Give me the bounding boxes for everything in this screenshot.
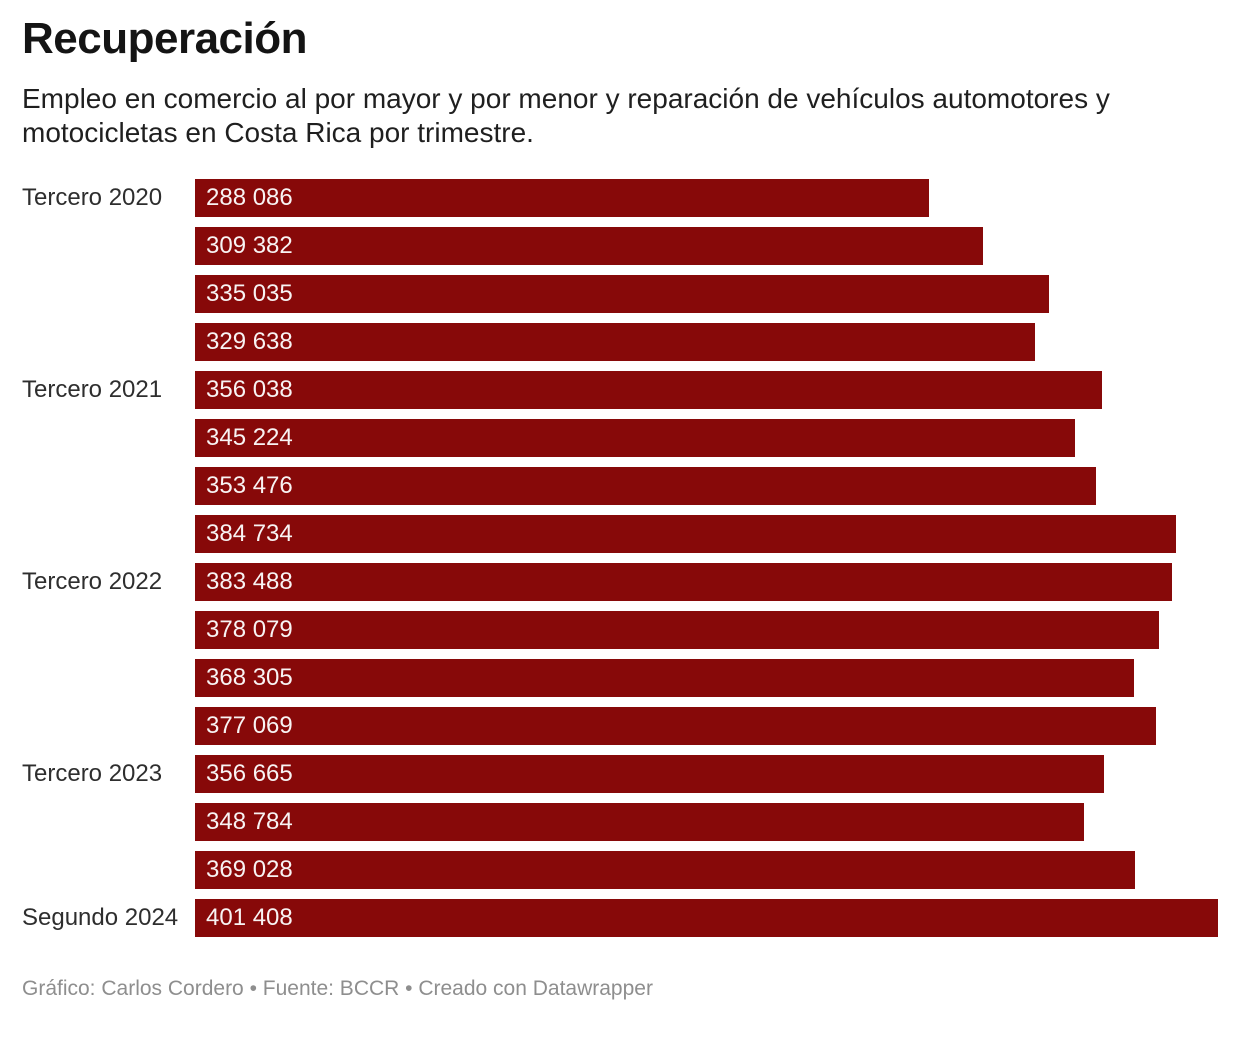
chart-row: 348 784 <box>22 802 1218 841</box>
bar-value-label: 356 038 <box>206 375 293 403</box>
chart-row: Tercero 2020 288 086 <box>22 178 1218 217</box>
category-label: Segundo 2024 <box>22 903 179 931</box>
bar-value-label: 383 488 <box>206 567 293 595</box>
category-label <box>22 803 195 841</box>
chart-row: 377 069 <box>22 706 1218 745</box>
bar: 377 069 <box>195 706 1156 745</box>
category-label <box>22 227 195 265</box>
bar-track: 377 069 <box>195 706 1218 745</box>
bar-value-label: 329 638 <box>206 327 293 355</box>
bar-value-label: 377 069 <box>206 711 293 739</box>
chart-row: Tercero 2023 356 665 <box>22 754 1218 793</box>
bar-value-label: 288 086 <box>206 183 293 211</box>
chart-row: 369 028 <box>22 850 1218 889</box>
category-label: Tercero 2021 <box>22 375 163 403</box>
bar: 329 638 <box>195 322 1036 361</box>
category-label: Tercero 2022 <box>22 567 163 595</box>
bar-value-label: 401 408 <box>206 903 293 931</box>
chart-row: 353 476 <box>22 466 1218 505</box>
bar-track: 329 638 <box>195 322 1218 361</box>
bar-value-label: 345 224 <box>206 423 293 451</box>
bar-value-label: 356 665 <box>206 759 293 787</box>
bar: 309 382 <box>195 226 984 265</box>
bar-track: 383 488 <box>195 562 1218 601</box>
chart-row: 378 079 <box>22 610 1218 649</box>
bar-track: 348 784 <box>195 802 1218 841</box>
category-label <box>22 275 195 313</box>
bar: 369 028 <box>195 850 1136 889</box>
category-label <box>22 851 195 889</box>
chart-row: 335 035 <box>22 274 1218 313</box>
bar-track: 309 382 <box>195 226 1218 265</box>
bar: 353 476 <box>195 466 1096 505</box>
category-label <box>22 611 195 649</box>
bar: 356 038 <box>195 370 1103 409</box>
bar: 345 224 <box>195 418 1075 457</box>
category-label <box>22 323 195 361</box>
chart-row: 368 305 <box>22 658 1218 697</box>
bar-track: 353 476 <box>195 466 1218 505</box>
chart-row: Segundo 2024 401 408 <box>22 898 1218 937</box>
bar: 356 665 <box>195 754 1104 793</box>
bar-value-label: 378 079 <box>206 615 293 643</box>
chart-row: 384 734 <box>22 514 1218 553</box>
bar: 368 305 <box>195 658 1134 697</box>
bar: 288 086 <box>195 178 930 217</box>
chart-row: 329 638 <box>22 322 1218 361</box>
category-label: Tercero 2023 <box>22 759 163 787</box>
bar-track: 356 665 <box>195 754 1218 793</box>
bar: 401 408 <box>195 898 1218 937</box>
bar: 348 784 <box>195 802 1084 841</box>
bar-chart: Tercero 2020 288 086 309 382 335 035 329… <box>22 178 1218 937</box>
bar-track: 335 035 <box>195 274 1218 313</box>
category-label <box>22 419 195 457</box>
chart-subtitle: Empleo en comercio al por mayor y por me… <box>22 82 1110 148</box>
bar-track: 369 028 <box>195 850 1218 889</box>
bar: 335 035 <box>195 274 1049 313</box>
category-label <box>22 659 195 697</box>
bar-track: 368 305 <box>195 658 1218 697</box>
bar-value-label: 384 734 <box>206 519 293 547</box>
chart-row: Tercero 2022 383 488 <box>22 562 1218 601</box>
chart-row: 345 224 <box>22 418 1218 457</box>
bar: 383 488 <box>195 562 1173 601</box>
category-label: Tercero 2020 <box>22 183 163 211</box>
bar-value-label: 348 784 <box>206 807 293 835</box>
chart-row: 309 382 <box>22 226 1218 265</box>
category-label <box>22 515 195 553</box>
bar-value-label: 335 035 <box>206 279 293 307</box>
bar-track: 345 224 <box>195 418 1218 457</box>
bar: 384 734 <box>195 514 1176 553</box>
bar-track: 288 086 <box>195 178 1218 217</box>
chart-title: Recuperación <box>22 14 307 63</box>
bar-value-label: 369 028 <box>206 855 293 883</box>
bar-track: 384 734 <box>195 514 1218 553</box>
chart-footer-byline: Gráfico: Carlos Cordero • Fuente: BCCR •… <box>22 976 653 1000</box>
category-label <box>22 707 195 745</box>
bar-value-label: 309 382 <box>206 231 293 259</box>
chart-page: Recuperación Empleo en comercio al por m… <box>0 14 1240 1001</box>
bar-value-label: 368 305 <box>206 663 293 691</box>
bar-track: 378 079 <box>195 610 1218 649</box>
bar: 378 079 <box>195 610 1159 649</box>
bar-value-label: 353 476 <box>206 471 293 499</box>
chart-row: Tercero 2021 356 038 <box>22 370 1218 409</box>
bar-track: 356 038 <box>195 370 1218 409</box>
bar-track: 401 408 <box>195 898 1218 937</box>
category-label <box>22 467 195 505</box>
